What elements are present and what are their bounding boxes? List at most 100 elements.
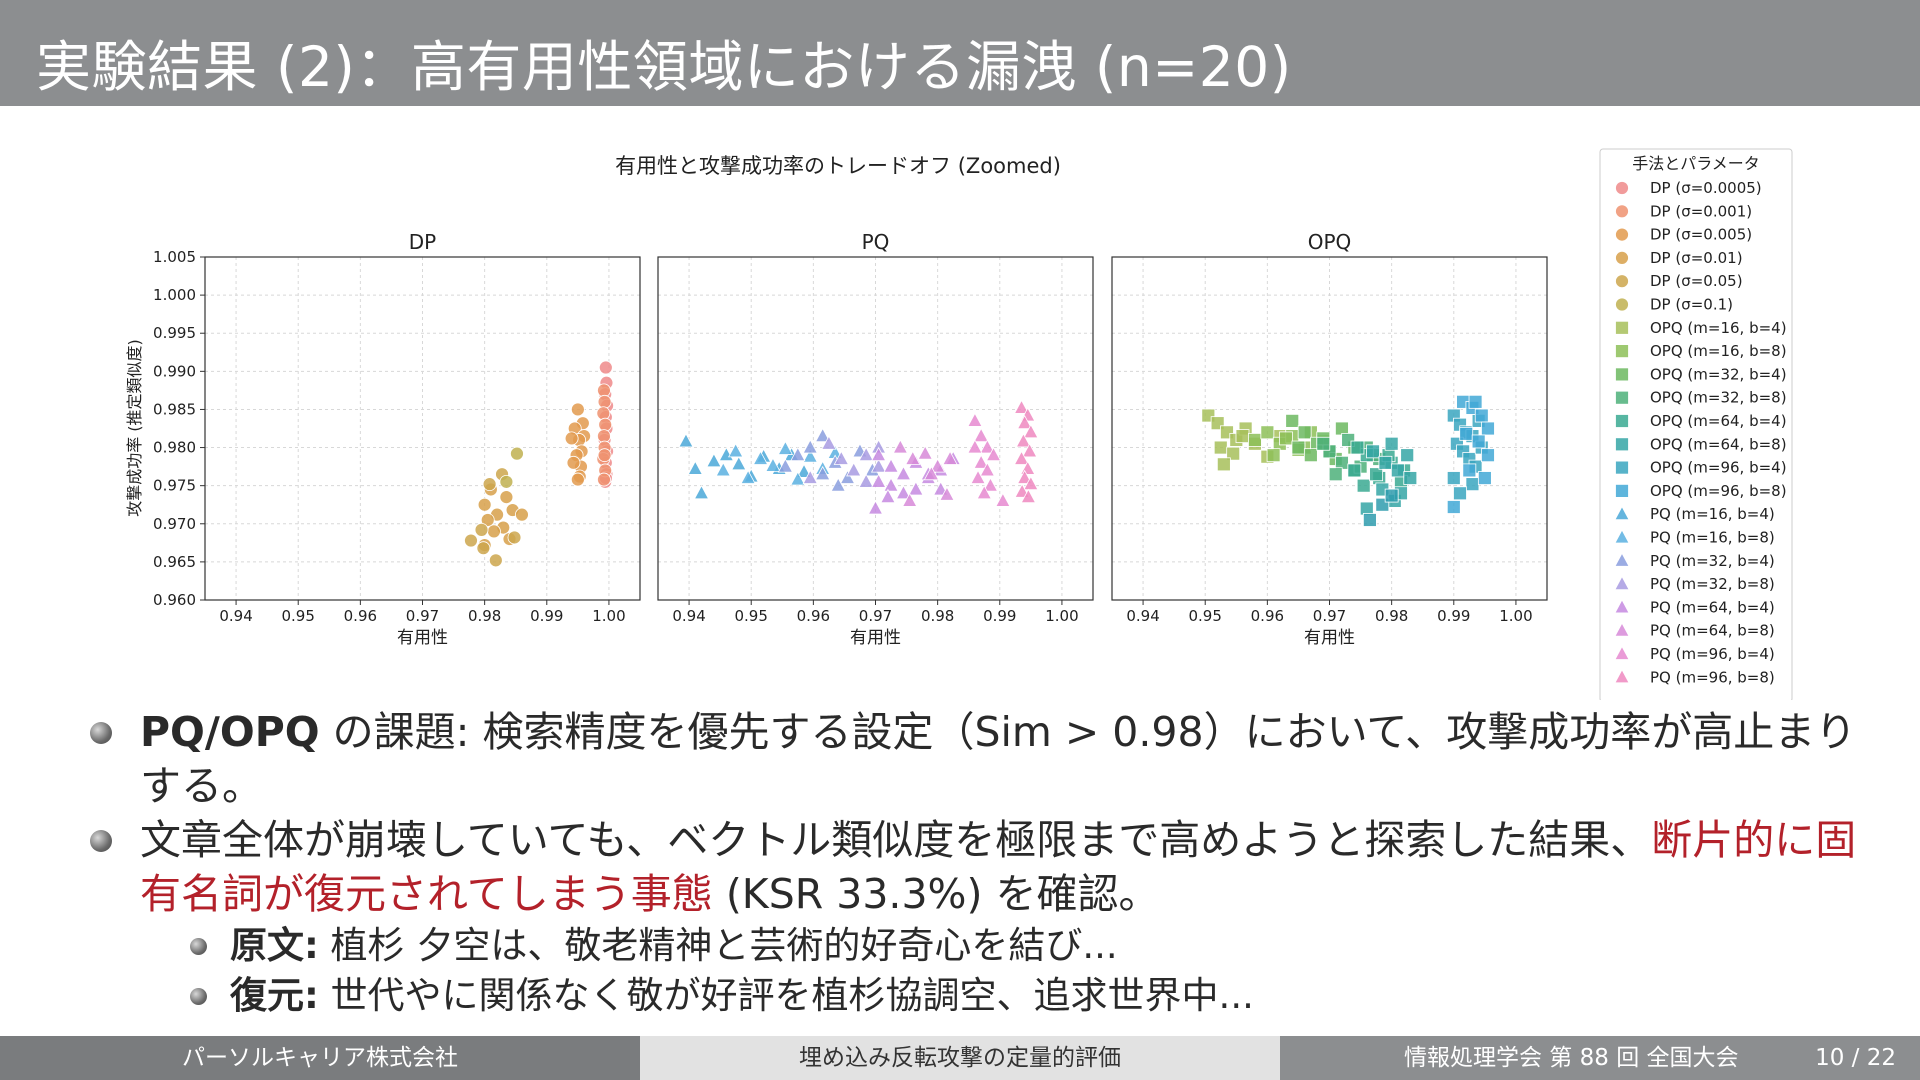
legend-marker bbox=[1615, 204, 1629, 219]
legend-label: OPQ (m=64, b=4) bbox=[1650, 412, 1787, 430]
data-point bbox=[1260, 425, 1275, 440]
data-point bbox=[892, 439, 909, 454]
y-tick-label: 1.005 bbox=[153, 248, 196, 266]
legend-label: PQ (m=96, b=8) bbox=[1650, 668, 1775, 686]
x-tick-label: 0.97 bbox=[859, 607, 892, 625]
x-axis-label: 有用性 bbox=[1304, 628, 1355, 648]
y-axis-label: 攻撃成功率 (推定類似度) bbox=[125, 339, 144, 517]
bullet-icon bbox=[90, 722, 112, 744]
data-point bbox=[570, 472, 585, 487]
x-tick-label: 0.98 bbox=[921, 607, 954, 625]
legend-marker bbox=[1614, 552, 1630, 567]
legend-marker bbox=[1614, 599, 1630, 614]
data-point bbox=[790, 446, 806, 462]
x-tick-label: 0.99 bbox=[1437, 607, 1470, 625]
data-point bbox=[833, 450, 849, 465]
data-point bbox=[923, 465, 940, 481]
data-point bbox=[976, 484, 992, 500]
data-point bbox=[1378, 455, 1393, 470]
data-point bbox=[474, 522, 489, 537]
bullet-text: 文章全体が崩壊していても、ベクトル類似度を極限まで高めようと探索した結果、 bbox=[140, 816, 1652, 864]
x-axis-label: 有用性 bbox=[850, 628, 901, 648]
data-point bbox=[1462, 463, 1477, 478]
data-point bbox=[1279, 431, 1293, 446]
data-point bbox=[982, 477, 999, 492]
data-point bbox=[839, 469, 856, 484]
legend-label: DP (σ=0.005) bbox=[1650, 226, 1752, 244]
data-point bbox=[1021, 443, 1038, 458]
data-point bbox=[1481, 421, 1495, 436]
y-tick-label: 0.960 bbox=[153, 591, 196, 609]
data-point bbox=[1465, 477, 1480, 492]
sub-bullet-label: 原文: bbox=[230, 924, 319, 967]
legend-marker bbox=[1615, 367, 1629, 382]
x-tick-label: 0.98 bbox=[468, 607, 501, 625]
data-point bbox=[1266, 448, 1281, 463]
data-point bbox=[499, 490, 514, 505]
legend-marker bbox=[1614, 645, 1630, 660]
data-point bbox=[598, 360, 613, 375]
legend-title: 手法とパラメータ bbox=[1632, 154, 1760, 173]
y-tick-label: 0.970 bbox=[153, 515, 196, 533]
data-point bbox=[488, 553, 503, 568]
data-point bbox=[973, 427, 989, 443]
y-tick-label: 0.985 bbox=[153, 400, 196, 418]
data-point bbox=[870, 473, 887, 488]
data-point bbox=[1369, 467, 1384, 482]
data-point bbox=[1016, 414, 1033, 430]
y-tick-label: 1.000 bbox=[153, 286, 196, 304]
bullet-item: 文章全体が崩壊していても、ベクトル類似度を極限まで高めようと探索した結果、断片的… bbox=[90, 813, 1890, 921]
data-point bbox=[967, 412, 983, 427]
legend-label: PQ (m=64, b=8) bbox=[1650, 622, 1775, 640]
data-point bbox=[1020, 488, 1037, 504]
legend-marker bbox=[1615, 483, 1629, 498]
data-point bbox=[597, 383, 611, 398]
page-number: 10 / 22 bbox=[1815, 1045, 1896, 1071]
data-point bbox=[1015, 433, 1032, 448]
bullet-list: PQ/OPQ の課題: 検索精度を優先する設定（Sim > 0.98）において、… bbox=[90, 705, 1890, 1021]
legend-box bbox=[1599, 148, 1793, 700]
data-point bbox=[846, 462, 862, 477]
x-axis-label: 有用性 bbox=[397, 628, 448, 648]
panel-title: DP bbox=[409, 230, 436, 254]
data-point bbox=[678, 433, 694, 448]
data-point bbox=[1016, 469, 1033, 484]
legend-marker bbox=[1615, 274, 1629, 289]
x-tick-label: 0.95 bbox=[735, 607, 768, 625]
sub-bullet-icon bbox=[190, 938, 207, 955]
data-point bbox=[1400, 448, 1415, 463]
data-point bbox=[1356, 478, 1371, 493]
data-point bbox=[1481, 448, 1495, 463]
bullet-text: の課題: 検索精度を優先する設定（Sim > 0.98）において、攻撃成功率が高… bbox=[140, 708, 1857, 810]
data-point bbox=[693, 484, 710, 500]
data-point bbox=[507, 530, 522, 545]
data-point bbox=[1213, 440, 1228, 455]
x-tick-label: 0.97 bbox=[1313, 607, 1346, 625]
data-point bbox=[1013, 450, 1030, 465]
legend-label: DP (σ=0.1) bbox=[1650, 296, 1733, 314]
legend-label: DP (σ=0.0005) bbox=[1650, 179, 1762, 197]
x-tick-label: 1.00 bbox=[1045, 607, 1078, 625]
data-point bbox=[510, 446, 524, 461]
legend-marker bbox=[1615, 460, 1629, 475]
data-point bbox=[1362, 513, 1377, 527]
data-point bbox=[802, 448, 818, 463]
data-point bbox=[597, 429, 611, 444]
data-point bbox=[1248, 433, 1262, 447]
data-point bbox=[564, 431, 579, 446]
data-point bbox=[858, 473, 874, 488]
legend-label: OPQ (m=16, b=4) bbox=[1650, 319, 1787, 337]
data-point bbox=[979, 439, 996, 454]
legend-marker bbox=[1614, 505, 1630, 521]
data-point bbox=[1384, 488, 1399, 503]
y-tick-label: 0.995 bbox=[153, 324, 196, 342]
data-point bbox=[905, 450, 921, 465]
footer-topic: 埋め込み反転攻撃の定量的評価 bbox=[640, 1036, 1280, 1080]
data-point bbox=[790, 471, 806, 486]
data-point bbox=[902, 492, 918, 507]
scatter-chart: 有用性と攻撃成功率のトレードオフ (Zoomed)DP0.94 0.95 0.96 0… bbox=[125, 148, 1793, 700]
data-point bbox=[598, 417, 613, 432]
legend-marker bbox=[1615, 297, 1629, 312]
legend-label: DP (σ=0.01) bbox=[1650, 249, 1743, 267]
bullet-icon bbox=[90, 830, 112, 852]
